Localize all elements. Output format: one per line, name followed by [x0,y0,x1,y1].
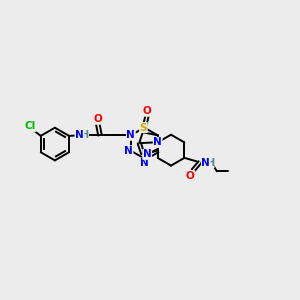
Text: H: H [80,130,88,140]
Text: N: N [153,137,162,147]
Text: O: O [186,171,195,181]
Text: O: O [93,114,102,124]
Text: S: S [140,123,147,133]
Text: N: N [124,146,133,156]
Text: N: N [143,149,152,159]
Text: N: N [75,130,84,140]
Text: H: H [206,158,214,168]
Text: N: N [201,158,210,168]
Text: N: N [127,130,135,140]
Text: O: O [143,106,152,116]
Text: N: N [140,158,148,168]
Text: Cl: Cl [25,122,36,131]
